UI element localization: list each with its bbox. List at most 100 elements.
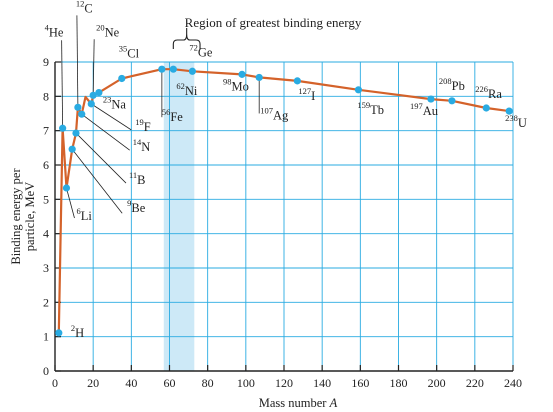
data-point-tb bbox=[354, 86, 363, 94]
mass-number-he: 4 bbox=[45, 22, 50, 32]
element-label-f: 19F bbox=[135, 117, 151, 134]
symbol-u: U bbox=[518, 116, 527, 130]
data-point-n bbox=[78, 110, 86, 118]
leader-line-b bbox=[75, 132, 127, 184]
element-label-i: 127I bbox=[298, 86, 315, 103]
symbol-ag: Ag bbox=[273, 108, 289, 122]
symbol-pb: Pb bbox=[452, 79, 465, 93]
x-tick-label-80: 80 bbox=[202, 376, 214, 390]
mass-number-u: 238 bbox=[505, 113, 518, 123]
greatest-binding-region-band bbox=[163, 62, 195, 371]
symbol-ni: Ni bbox=[185, 84, 198, 98]
leader-line-be bbox=[71, 148, 123, 214]
mass-number-i: 127 bbox=[298, 86, 311, 96]
symbol-li: Li bbox=[81, 209, 93, 223]
mass-number-tb: 159 bbox=[357, 100, 370, 110]
symbol-he: He bbox=[49, 25, 64, 39]
mass-number-fe: 56 bbox=[162, 107, 171, 117]
region-annotation-text: Region of greatest binding energy bbox=[185, 15, 362, 30]
mass-number-n: 14 bbox=[133, 137, 142, 147]
y-tick-label-0: 0 bbox=[43, 364, 49, 378]
symbol-be: Be bbox=[131, 201, 145, 215]
y-tick-label-2: 2 bbox=[43, 295, 49, 309]
x-tick-label-0: 0 bbox=[52, 376, 58, 390]
data-point-i bbox=[293, 77, 301, 85]
symbol-mo: Mo bbox=[232, 79, 249, 93]
data-point-au bbox=[427, 95, 435, 103]
symbol-b: B bbox=[137, 173, 145, 187]
data-point-ra bbox=[482, 104, 490, 112]
y-axis-title: Binding energy perparticle, MeV bbox=[9, 168, 37, 265]
data-point-li bbox=[62, 184, 71, 192]
element-label-tb: 159Tb bbox=[357, 100, 384, 117]
data-point-f bbox=[87, 100, 95, 108]
data-point-mo bbox=[238, 70, 246, 78]
leader-line-ne bbox=[92, 39, 95, 96]
mass-number-be: 9 bbox=[127, 198, 131, 208]
mass-number-ge: 72 bbox=[189, 42, 198, 52]
mass-number-mo: 98 bbox=[223, 76, 232, 86]
y-axis-title-line-2: particle, MeV bbox=[23, 182, 37, 251]
leader-line-li bbox=[66, 187, 75, 219]
x-tick-label-20: 20 bbox=[87, 376, 99, 390]
data-point-ag bbox=[255, 73, 263, 82]
data-point-ge bbox=[188, 67, 196, 75]
y-tick-label-3: 3 bbox=[43, 261, 49, 275]
data-point-b bbox=[72, 129, 80, 137]
x-tick-label-200: 200 bbox=[428, 376, 446, 390]
mass-number-na: 23 bbox=[103, 95, 112, 105]
data-point-u bbox=[505, 107, 513, 115]
x-axis-title: Mass number A bbox=[259, 396, 338, 410]
mass-number-li: 6 bbox=[76, 206, 80, 216]
x-tick-label-220: 220 bbox=[466, 376, 484, 390]
symbol-ge: Ge bbox=[198, 45, 213, 59]
element-label-ra: 226Ra bbox=[475, 84, 502, 101]
x-tick-label-40: 40 bbox=[125, 376, 137, 390]
x-tick-label-180: 180 bbox=[390, 376, 408, 390]
element-label-na: 23Na bbox=[103, 95, 127, 112]
element-label-he: 4He bbox=[45, 22, 64, 39]
symbol-n: N bbox=[141, 140, 150, 154]
x-tick-label-60: 60 bbox=[164, 376, 176, 390]
y-tick-label-1: 1 bbox=[43, 330, 49, 344]
leader-line-n bbox=[81, 113, 130, 151]
element-label-n: 14N bbox=[133, 137, 151, 154]
data-point-he bbox=[59, 124, 67, 132]
data-point-ne bbox=[89, 91, 97, 99]
element-label-au: 197Au bbox=[410, 101, 439, 118]
leader-line-he bbox=[61, 40, 64, 129]
symbol-ra: Ra bbox=[488, 87, 502, 101]
symbol-fe: Fe bbox=[170, 110, 183, 124]
mass-number-f: 19 bbox=[135, 117, 144, 127]
symbol-h: H bbox=[75, 326, 84, 340]
symbol-cl: Cl bbox=[127, 46, 139, 60]
element-label-h: 2H bbox=[71, 323, 84, 340]
element-label-c: 12C bbox=[76, 0, 93, 15]
data-point-ni bbox=[169, 65, 177, 73]
mass-number-ra: 226 bbox=[475, 84, 488, 94]
leader-line-f bbox=[91, 103, 132, 131]
mass-number-pb: 208 bbox=[439, 76, 452, 86]
mass-number-h: 2 bbox=[71, 323, 75, 333]
mass-number-c: 12 bbox=[76, 0, 85, 8]
mass-number-ni: 62 bbox=[176, 81, 185, 91]
x-tick-label-240: 240 bbox=[504, 376, 522, 390]
leader-line-c bbox=[76, 15, 79, 108]
y-tick-label-6: 6 bbox=[43, 158, 49, 172]
symbol-tb: Tb bbox=[370, 103, 384, 117]
x-tick-label-120: 120 bbox=[275, 376, 293, 390]
element-label-u: 238U bbox=[505, 113, 527, 130]
element-label-li: 6Li bbox=[76, 206, 92, 223]
symbol-c: C bbox=[84, 1, 92, 15]
element-label-ne: 20Ne bbox=[96, 22, 120, 39]
data-point-c bbox=[74, 103, 82, 111]
x-tick-label-160: 160 bbox=[351, 376, 369, 390]
mass-number-ag: 107 bbox=[260, 105, 273, 115]
symbol-na: Na bbox=[111, 98, 126, 112]
mass-number-b: 11 bbox=[129, 170, 137, 180]
symbol-au: Au bbox=[423, 104, 439, 118]
data-point-fe bbox=[158, 65, 166, 73]
data-point-pb bbox=[448, 97, 456, 105]
element-label-ni: 62Ni bbox=[176, 81, 198, 98]
